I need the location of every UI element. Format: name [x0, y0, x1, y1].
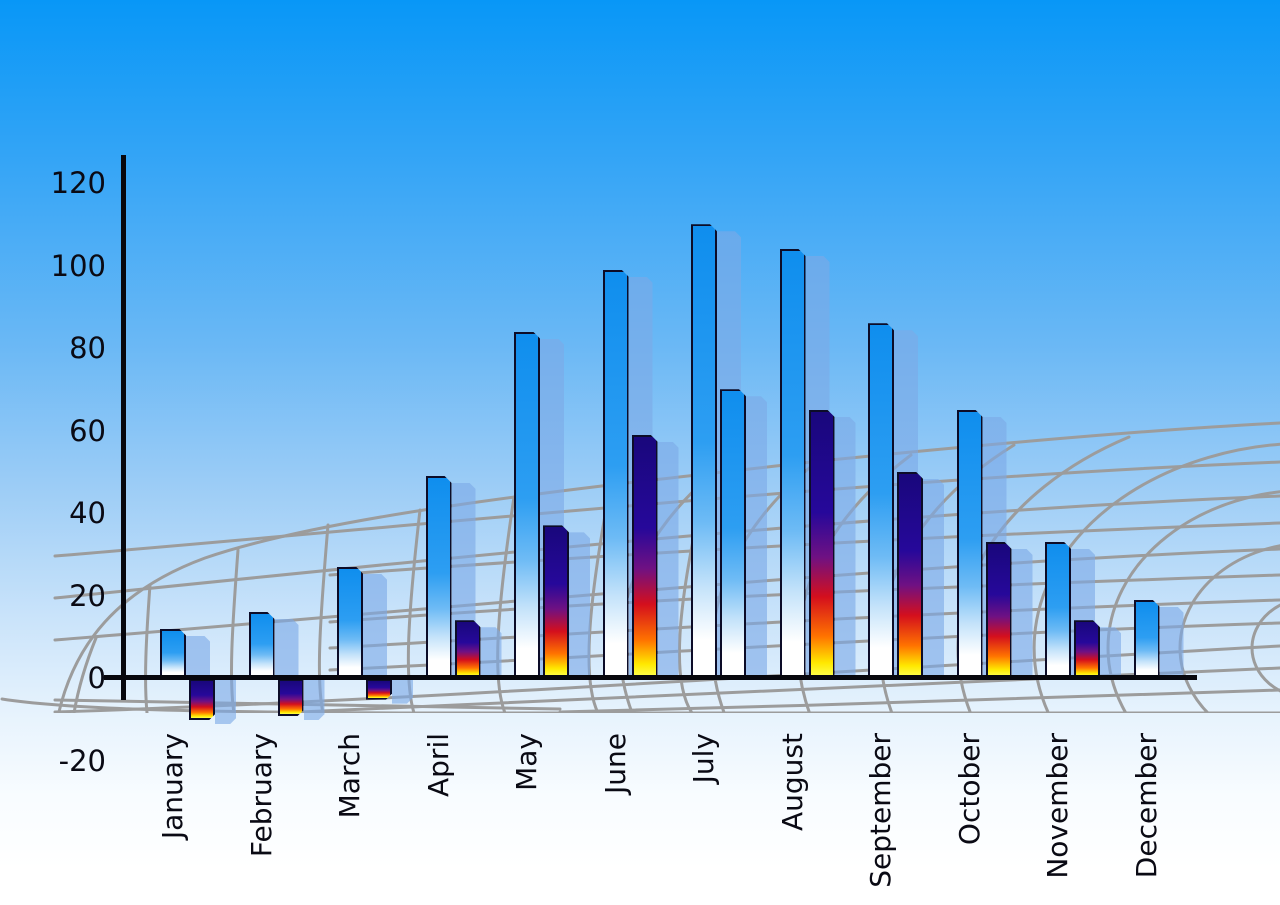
bar2-shadow-November: [1100, 627, 1121, 678]
bar2-main-October: [986, 542, 1012, 678]
bar2-shadow-January: [215, 679, 236, 724]
bar2-main-March: [366, 679, 392, 700]
bar-shadow-January: [186, 636, 210, 679]
bar2-shadow-July: [746, 396, 767, 678]
bar2-main-August: [809, 410, 835, 678]
bar2-main-November: [1074, 620, 1100, 678]
y-tick-label--20: -20: [58, 743, 106, 778]
bar-main-January: [160, 629, 186, 679]
bar2-shadow-May: [569, 532, 590, 678]
y-tick-label-60: 60: [69, 413, 106, 448]
y-tick-label-80: 80: [69, 331, 106, 365]
y-axis-line: [121, 155, 126, 700]
bar-main-August: [780, 249, 806, 678]
x-tick-label-August: August: [775, 733, 809, 831]
x-tick-label-April: April: [421, 733, 455, 797]
bar-shadow-March: [363, 574, 387, 678]
bar2-main-June: [632, 435, 658, 678]
bar2-shadow-September: [923, 479, 944, 678]
bar2-shadow-March: [392, 679, 413, 704]
bar2-shadow-October: [1012, 549, 1033, 678]
x-tick-label-July: July: [687, 733, 720, 784]
x-axis-line: [104, 675, 1197, 680]
bar2-main-February: [278, 679, 304, 716]
y-tick-label-120: 120: [50, 166, 106, 200]
y-tick-label-40: 40: [69, 496, 106, 530]
x-tick-label-May: May: [510, 733, 543, 791]
bar-main-September: [868, 323, 894, 678]
bar-main-November: [1045, 542, 1071, 678]
bar2-shadow-June: [658, 442, 679, 678]
bar-main-February: [249, 612, 275, 678]
x-tick-label-October: October: [952, 733, 986, 846]
bar-main-December: [1134, 600, 1160, 678]
bar-main-June: [603, 270, 629, 678]
x-tick-label-September: September: [864, 733, 897, 888]
bar-shadow-February: [275, 619, 299, 678]
bar-main-April: [426, 476, 452, 678]
x-tick-label-June: June: [598, 733, 632, 794]
bar2-shadow-February: [304, 679, 325, 720]
y-tick-label-20: 20: [69, 578, 106, 613]
bar2-main-July: [720, 389, 746, 678]
bar-main-July: [691, 224, 717, 678]
x-tick-label-December: December: [1129, 733, 1163, 879]
bar-shadow-December: [1160, 607, 1184, 678]
bar-main-March: [337, 567, 363, 678]
bar-main-May: [514, 332, 540, 679]
x-tick-label-January: January: [156, 733, 189, 840]
bar2-main-September: [897, 472, 923, 678]
x-tick-label-February: February: [244, 733, 278, 858]
bar2-shadow-August: [835, 417, 856, 678]
bar2-main-April: [455, 620, 481, 678]
y-tick-label-100: 100: [50, 248, 106, 283]
bar2-shadow-April: [481, 627, 502, 678]
bar2-main-January: [189, 679, 215, 720]
bar2-main-May: [543, 525, 569, 678]
x-tick-label-November: November: [1041, 733, 1074, 879]
x-tick-label-March: March: [333, 733, 366, 819]
y-tick-label-0: 0: [87, 661, 106, 695]
bar-main-October: [957, 410, 983, 678]
